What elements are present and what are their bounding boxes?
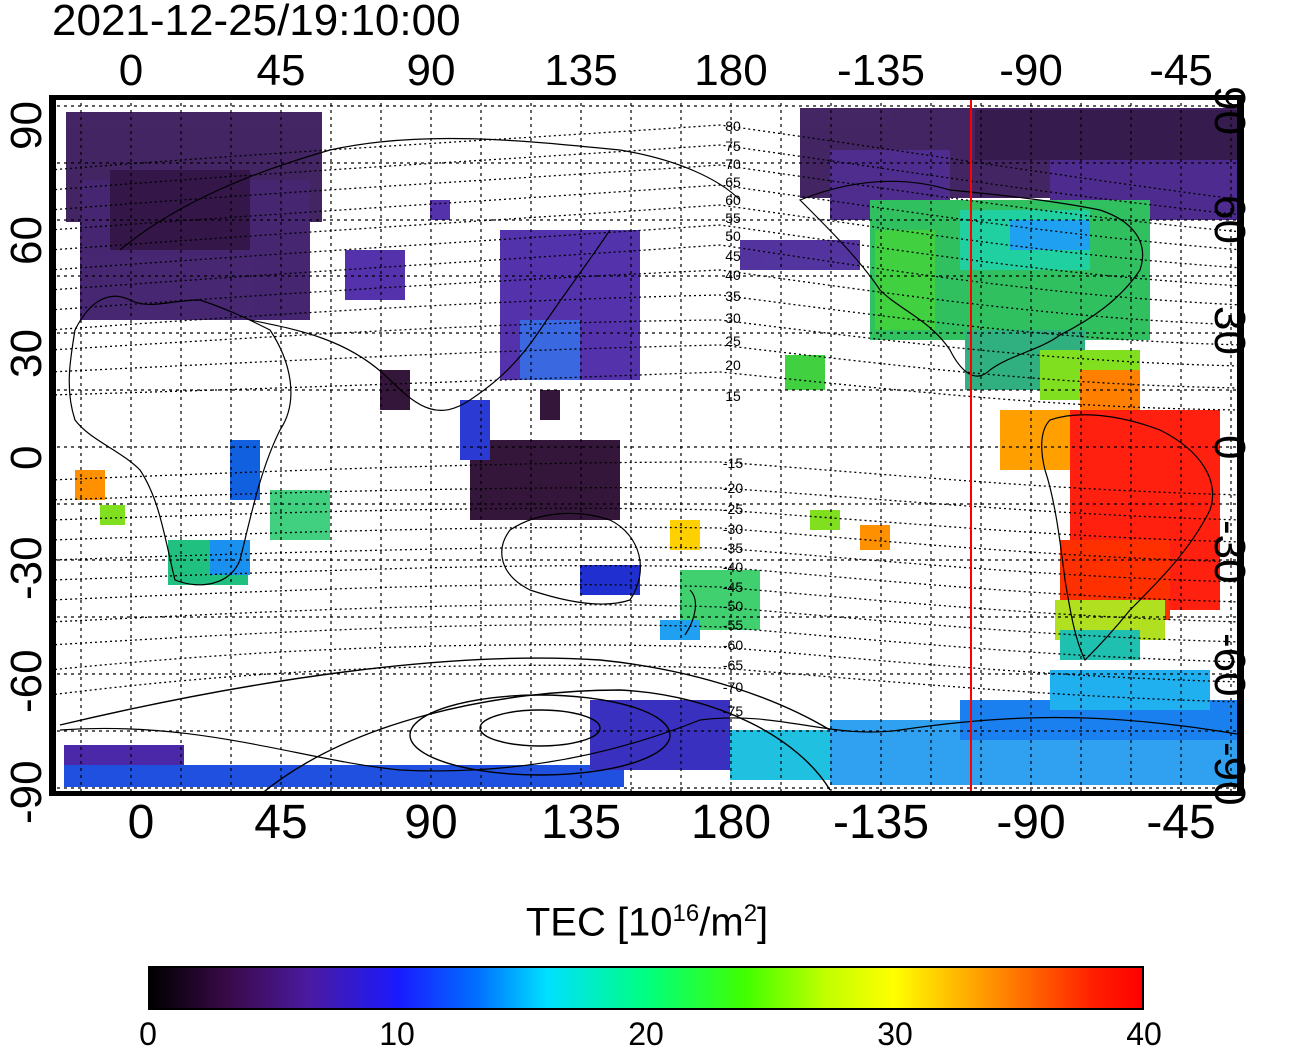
colorbar-tick: 40 [1126,1016,1162,1052]
top-lon-tick: 90 [406,46,456,95]
tec-region-south-america [1000,410,1220,660]
colorbar-title-unit: /m [699,900,744,945]
left-lat-tick: 30 [2,329,51,378]
right-lat-tick: 90 [1205,86,1254,135]
contour-label: -75 [723,703,743,719]
colorbar [148,966,1144,1010]
contour-label: 65 [725,174,741,190]
bottom-lon-tick: -90 [996,796,1066,849]
bottom-lon-tick: 90 [404,796,458,849]
contour-label: 20 [725,357,741,373]
contour-label: 30 [725,310,741,326]
south-pole-contours [59,657,831,795]
timestamp: 2021-12-25/19:10:00 [52,0,461,45]
top-lon-tick: 180 [694,46,768,95]
magnetic-contours [50,124,1243,703]
colorbar-tick: 30 [877,1016,913,1052]
contour-label: 50 [725,228,741,244]
contour-label: -55 [723,617,743,633]
colorbar-tick: 0 [139,1016,157,1052]
colorbar-tick: 10 [379,1016,415,1052]
top-lon-tick: 0 [118,46,144,95]
contour-label: 55 [725,210,741,226]
edge-ticks [50,96,1243,795]
colorbar-title-text: TEC [10 [525,900,673,945]
left-lat-tick: 90 [2,101,51,150]
left-lat-tick: -90 [2,760,51,824]
contour-label: 40 [725,267,741,283]
left-lat-tick: 0 [2,445,51,470]
right-lat-tick: 30 [1205,306,1254,355]
colorbar-tick: 20 [628,1016,664,1052]
right-lat-tick: -30 [1205,520,1254,584]
bottom-lon-tick: 0 [127,796,155,849]
contour-label: 80 [725,118,741,134]
contour-label: -65 [723,657,743,673]
top-lon-tick: 135 [544,46,618,95]
top-lon-tick: -90 [999,46,1063,95]
top-lon-tick: -45 [1149,46,1213,95]
contour-label: -20 [723,480,743,496]
colorbar-title-unit-exponent: 2 [743,900,758,927]
contour-label: -60 [723,637,743,653]
colorbar-title: TEC [1016/m2] [0,900,1294,945]
right-lat-tick: -60 [1205,633,1254,697]
contour-label: 70 [725,156,741,172]
left-lat-tick: -60 [2,649,51,713]
contour-label: 45 [725,248,741,264]
right-lat-tick: 0 [1205,435,1254,460]
contour-label: -40 [723,559,743,575]
contour-label: -35 [723,540,743,556]
contour-label: 15 [725,388,741,404]
right-lat-tick: 60 [1205,195,1254,244]
contour-label: 35 [725,288,741,304]
colorbar-title-exponent: 16 [672,900,700,927]
bottom-lon-tick: -135 [832,796,930,849]
top-lon-tick: -135 [836,46,926,95]
bottom-lon-tick: 135 [540,796,622,849]
colorbar-title-end: ] [757,900,769,945]
bottom-lon-tick: 180 [690,796,772,849]
top-lon-tick: 45 [256,46,306,95]
left-lat-tick: 60 [2,216,51,265]
bottom-lon-tick: -45 [1146,796,1216,849]
coastlines [59,137,1243,772]
left-lat-tick: -30 [2,536,51,600]
contour-label: -45 [723,579,743,595]
contour-label: -25 [723,501,743,517]
contour-label: 60 [725,192,741,208]
bottom-lon-tick: 45 [254,796,308,849]
contour-label: -30 [723,521,743,537]
contour-labels: 80 75 70 65 60 55 50 45 40 35 30 25 20 1… [723,118,743,719]
contour-label: 75 [725,138,741,154]
contour-label: -50 [723,598,743,614]
map-grid [50,96,1243,795]
contour-label: 25 [725,333,741,349]
contour-label: -15 [723,455,743,471]
contour-label: -70 [723,679,743,695]
tec-region-oceania [580,510,890,640]
